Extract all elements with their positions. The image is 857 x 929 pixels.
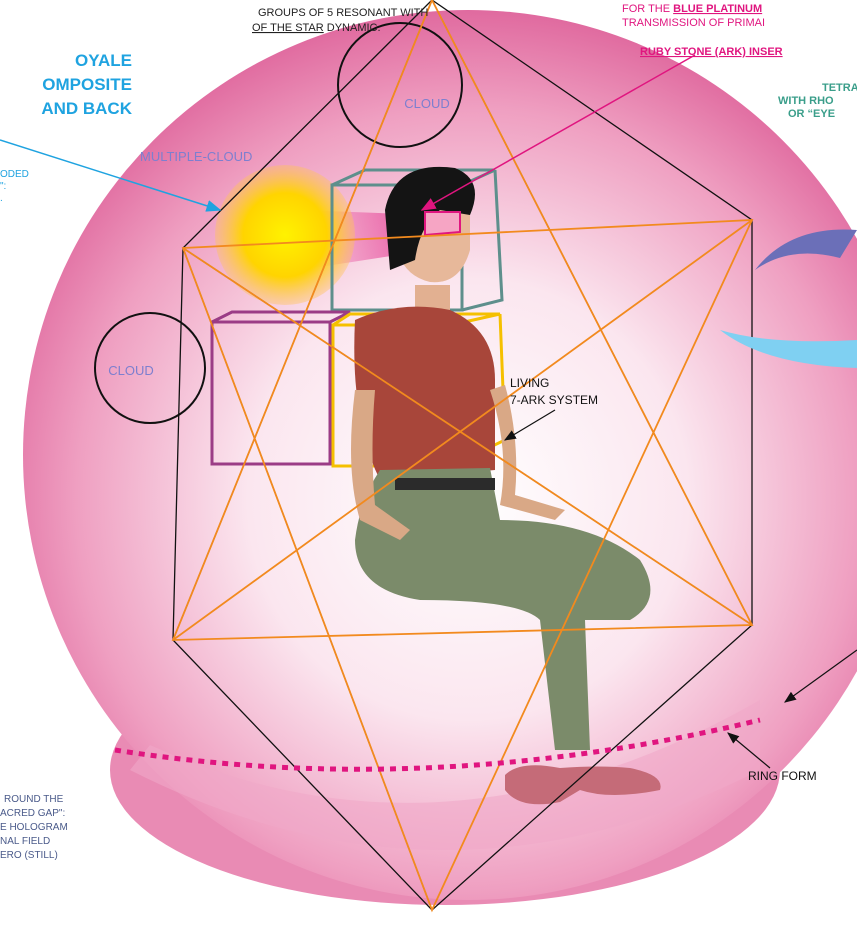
top-right-note: FOR THE BLUE PLATINUM	[622, 3, 762, 15]
emphasis: BLUE PLATINUM	[673, 3, 762, 15]
bottom-left-note: ERO (STILL)	[0, 850, 58, 861]
cloud-label: CLOUD	[404, 96, 450, 111]
bottom-left-note: ROUND THE	[4, 794, 64, 805]
cloud-label: CLOUD	[108, 363, 154, 378]
living-label: 7-ARK SYSTEM	[510, 393, 598, 407]
bottom-left-note: ACRED GAP":	[0, 808, 65, 819]
blue-heading: AND BACK	[41, 99, 132, 118]
living-label: LIVING	[510, 376, 549, 390]
bottom-left-note: E HOLOGRAM	[0, 822, 68, 833]
text: FOR THE	[622, 3, 673, 15]
underlined-text: OF THE STAR	[252, 22, 324, 34]
blue-heading: OYALE	[75, 51, 132, 70]
tetra-note: TETRATRY	[822, 82, 857, 94]
bottom-left-note: NAL FIELD	[0, 836, 50, 847]
ruby-label: RUBY STONE (ARK) INSER	[640, 46, 783, 58]
multiple-cloud-label: MULTIPLE-CLOUD	[140, 149, 252, 164]
top-right-note: TRANSMISSION OF PRIMAI	[622, 17, 765, 29]
top-left-note: GROUPS OF 5 RESONANT WITH	[258, 7, 428, 19]
blue-heading: OMPOSITE	[42, 75, 132, 94]
tetra-note: OR “EYE	[788, 108, 835, 120]
ruby-stone	[425, 212, 460, 235]
text: DYNAMIC.	[324, 22, 381, 34]
ring-label: RING FORM	[748, 769, 817, 783]
blue-note: ":	[0, 181, 6, 192]
tetra-note: WITH RHO	[778, 95, 834, 107]
top-left-note: OF THE STAR DYNAMIC.	[252, 22, 381, 34]
blue-note: .	[0, 193, 3, 204]
blue-note: ODED	[0, 169, 29, 180]
diagram: GROUPS OF 5 RESONANT WITH OF THE STAR DY…	[0, 0, 857, 929]
